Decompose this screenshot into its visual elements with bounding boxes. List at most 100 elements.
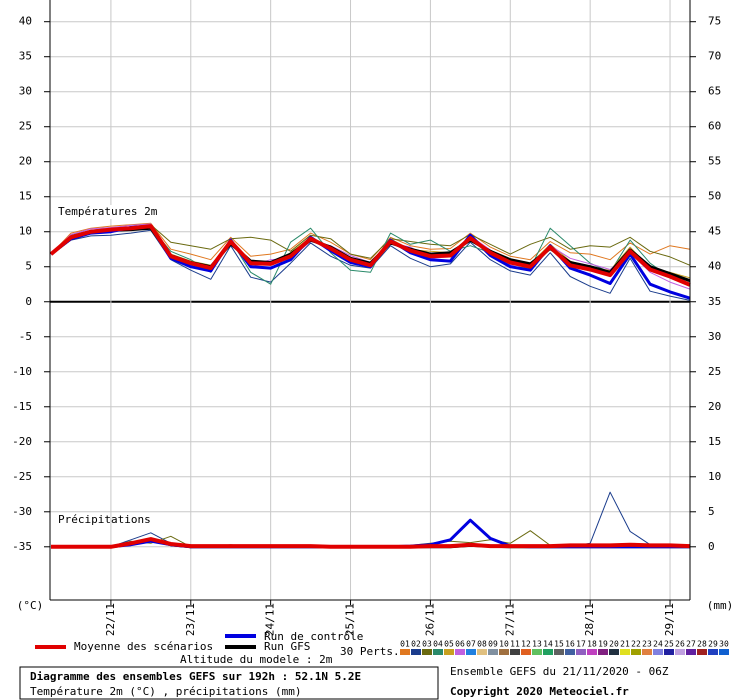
member-name: 20 — [609, 640, 619, 649]
y-tick-label: 20 — [19, 155, 32, 168]
x-tick-label: 27/11 — [503, 603, 516, 636]
precipitation-line — [51, 537, 691, 549]
member-swatch — [400, 649, 410, 655]
altitude: Altitude du modele : 2m — [180, 653, 333, 666]
member-name: 30 — [719, 640, 729, 649]
member-swatch — [554, 649, 564, 655]
y-tick-label: -10 — [12, 365, 32, 378]
plot-area — [50, 0, 690, 600]
member-name: 17 — [576, 640, 586, 649]
member-swatch — [576, 649, 586, 655]
x-tick-label: 26/11 — [423, 603, 436, 636]
member-name: 10 — [499, 640, 509, 649]
x-tick-label: 24/11 — [264, 603, 277, 636]
member-name: 06 — [455, 640, 465, 649]
member-name: 01 — [400, 640, 410, 649]
y2-tick-label: 30 — [708, 330, 721, 343]
member-swatch — [422, 649, 432, 655]
member-name: 02 — [411, 640, 421, 649]
member-name: 21 — [620, 640, 630, 649]
member-swatch — [543, 649, 553, 655]
label-bg — [56, 205, 152, 219]
y-tick-label: -25 — [12, 470, 32, 483]
y2-tick-label: 5 — [708, 505, 715, 518]
member-swatch — [631, 649, 641, 655]
panel-label: Températures 2m — [58, 205, 158, 218]
x-tick-label: 28/11 — [583, 603, 596, 636]
y-tick-label: -5 — [19, 330, 32, 343]
member-swatch — [488, 649, 498, 655]
member-swatch — [675, 649, 685, 655]
member-swatch — [642, 649, 652, 655]
y2-tick-label: 20 — [708, 400, 721, 413]
member-swatch — [598, 649, 608, 655]
info-box — [19, 666, 439, 700]
member-name: 12 — [521, 640, 531, 649]
member-name: 04 — [433, 640, 443, 649]
member-name: 13 — [532, 640, 542, 649]
member-swatch — [653, 649, 663, 655]
y-tick-label: 40 — [19, 15, 32, 28]
y2-tick-label: 15 — [708, 435, 721, 448]
member-swatch — [444, 649, 454, 655]
y2-tick-label: 25 — [708, 365, 721, 378]
member-swatch — [521, 649, 531, 655]
x-tick-label: 25/11 — [344, 603, 357, 636]
member-swatch — [433, 649, 443, 655]
y-tick-label: 10 — [19, 225, 32, 238]
member-name: 14 — [543, 640, 553, 649]
member-temperature-line — [50, 224, 691, 266]
y-tick-label: 30 — [19, 85, 32, 98]
member-name: 25 — [664, 640, 674, 649]
legend-label: Moyenne des scénarios — [74, 640, 213, 653]
member-name: 15 — [554, 640, 564, 649]
member-name: 05 — [444, 640, 454, 649]
y-tick-label: 5 — [25, 260, 32, 273]
y2-tick-label: 75 — [708, 15, 721, 28]
member-name: 18 — [587, 640, 597, 649]
member-name: 29 — [708, 640, 718, 649]
member-name: 24 — [653, 640, 663, 649]
y-tick-label: 25 — [19, 120, 32, 133]
member-name: 27 — [686, 640, 696, 649]
y2-tick-label: 40 — [708, 260, 721, 273]
member-swatch — [477, 649, 487, 655]
member-swatch — [587, 649, 597, 655]
member-swatch — [664, 649, 674, 655]
info-title: Diagramme des ensembles GEFS sur 192h : … — [30, 670, 361, 683]
members-label: 30 Perts. — [340, 645, 400, 658]
y2-tick-label: 10 — [708, 470, 721, 483]
member-temperature-line — [50, 222, 691, 261]
member-swatch — [499, 649, 509, 655]
member-swatch — [411, 649, 421, 655]
y2-unit: (mm) — [707, 599, 734, 612]
member-swatch — [455, 649, 465, 655]
member-name: 28 — [697, 640, 707, 649]
x-tick-label: 23/11 — [184, 603, 197, 636]
member-name: 26 — [675, 640, 685, 649]
member-name: 23 — [642, 640, 652, 649]
copyright: Copyright 2020 Meteociel.fr — [450, 685, 629, 698]
y2-tick-label: 60 — [708, 120, 721, 133]
y-tick-label: 0 — [25, 295, 32, 308]
member-name: 07 — [466, 640, 476, 649]
member-name: 22 — [631, 640, 641, 649]
member-name: 03 — [422, 640, 432, 649]
panel-label: Précipitations — [58, 513, 151, 526]
member-swatch — [620, 649, 630, 655]
x-tick-label: 22/11 — [104, 603, 117, 636]
y2-tick-label: 55 — [708, 155, 721, 168]
member-swatch — [532, 649, 542, 655]
member-swatch — [719, 649, 729, 655]
member-swatch — [708, 649, 718, 655]
member-name: 08 — [477, 640, 487, 649]
temperature-line — [49, 224, 691, 287]
run-info: Ensemble GEFS du 21/11/2020 - 06Z — [450, 665, 669, 678]
member-swatch — [609, 649, 619, 655]
member-name: 09 — [488, 640, 498, 649]
member-swatch — [510, 649, 520, 655]
legend-label: Run GFS — [264, 640, 310, 653]
y2-tick-label: 50 — [708, 190, 721, 203]
y2-tick-label: 0 — [708, 540, 715, 553]
